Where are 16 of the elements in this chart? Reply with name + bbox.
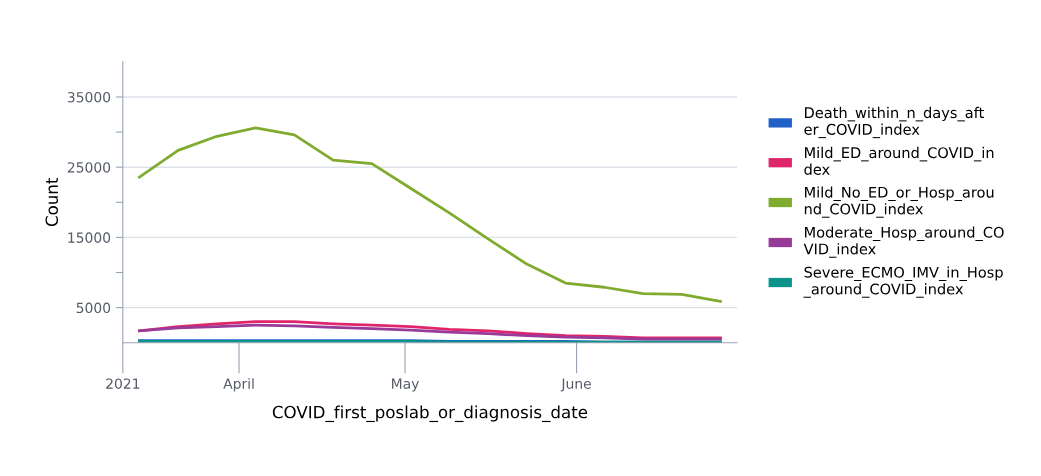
line-series <box>138 126 722 303</box>
x-tick-label: June <box>560 378 591 392</box>
x-tick-label: April <box>223 378 254 392</box>
y-axis-title: Count <box>45 177 59 227</box>
legend-label: Moderate_Hosp_around_COVID_index <box>803 226 1004 258</box>
y-tick-label: 35000 <box>67 91 111 103</box>
x-tick-label: May <box>392 378 419 392</box>
legend-label: Severe_ECMO_IMV_in_Hosp_around_COVID_index <box>803 266 1003 298</box>
legend-label: Mild_ED_around_COVID_index <box>804 146 994 175</box>
y-tick-label: 25000 <box>67 162 111 173</box>
x-axis-title: COVID_first_poslab_or_diagnosis_date <box>272 405 588 423</box>
y-tick-label: 5000 <box>76 302 111 314</box>
y-tick-label: 15000 <box>68 232 111 243</box>
legend-label: Mild_No_ED_or_Hosp_around_COVID_index <box>804 186 994 218</box>
x-tick-label: 2021 <box>106 378 140 389</box>
legend-label: Death_within_n_days_after_COVID_index <box>804 106 984 139</box>
